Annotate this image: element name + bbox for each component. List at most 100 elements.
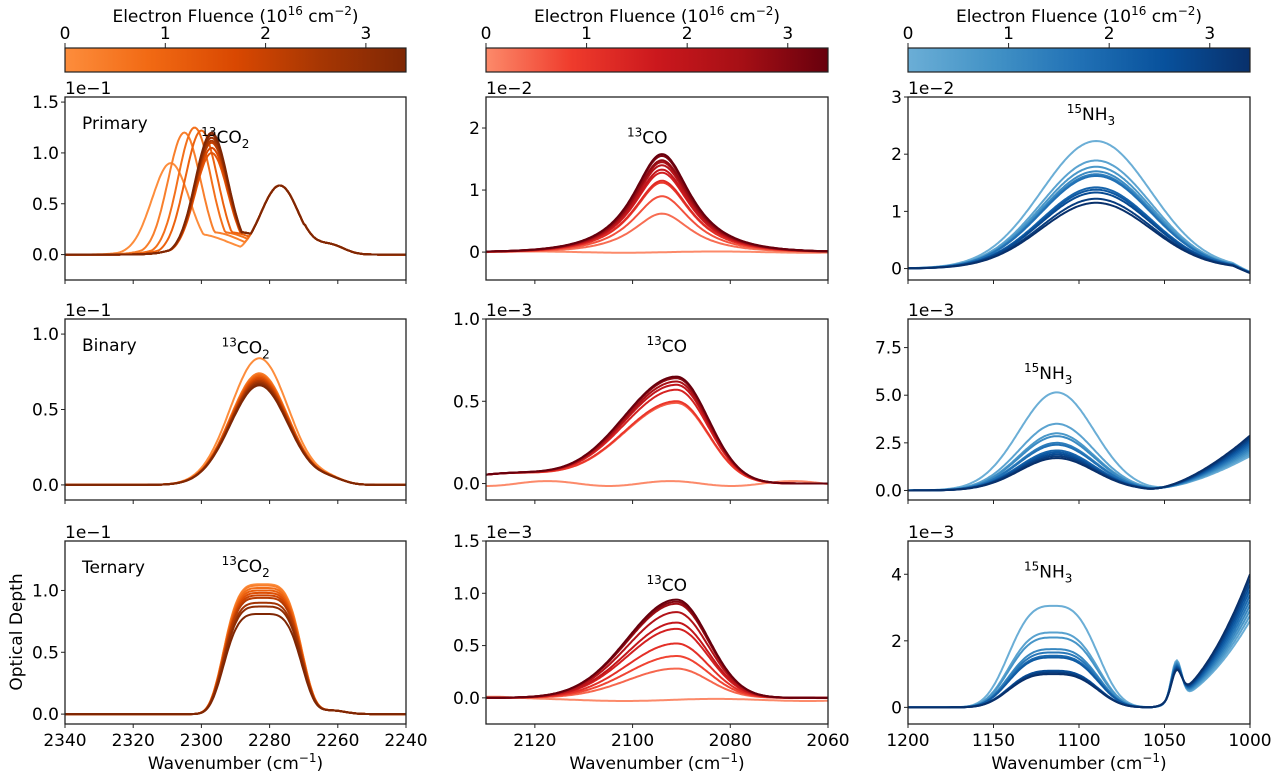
- axes-frame: [485, 96, 829, 281]
- series-line: [486, 388, 828, 485]
- series-line: [486, 375, 828, 485]
- y-tick-label: 2: [891, 632, 902, 652]
- x-tick-label: 2080: [709, 731, 752, 751]
- y-multiplier: 1e−3: [486, 301, 532, 321]
- series-line: [908, 579, 1250, 709]
- series-line: [486, 383, 828, 485]
- y-tick-label: 1.0: [453, 584, 480, 604]
- series-line: [486, 179, 828, 253]
- y-tick-label: 0.0: [32, 476, 59, 496]
- series-group: [486, 375, 828, 487]
- species-label: 13CO2: [222, 554, 270, 580]
- colorbar-tick-label: 0: [60, 24, 71, 44]
- y-tick-label: 0.0: [875, 481, 902, 501]
- series-line: [65, 584, 406, 716]
- colorbar-tick-label: 1: [581, 24, 592, 44]
- series-line: [65, 587, 406, 716]
- y-tick-label: 1.0: [32, 325, 59, 345]
- x-axis-label: Wavenumber (cm−1): [569, 751, 744, 774]
- colorbar-gradient: [485, 47, 829, 73]
- colorbar-tick-label: 0: [481, 24, 492, 44]
- species-label: 15NH3: [1024, 560, 1072, 586]
- colorbar-3: Electron Fluence (1016 cm−2) 0 1 2 3: [903, 4, 1251, 73]
- species-label: 13CO: [646, 334, 687, 357]
- y-tick-label: 1.5: [32, 93, 59, 113]
- series-line: [908, 191, 1250, 274]
- series-line: [65, 601, 406, 716]
- series-line: [65, 372, 406, 486]
- series-line: [486, 377, 828, 485]
- series-line: [65, 129, 406, 256]
- series-line: [486, 627, 828, 699]
- series-group: [908, 139, 1250, 274]
- y-tick-label: 0.5: [453, 392, 480, 412]
- series-line: [486, 380, 828, 485]
- series-line: [65, 591, 406, 716]
- y-tick-label: 0.5: [32, 643, 59, 663]
- y-tick-label: 0: [891, 698, 902, 718]
- y-tick-label: 1: [469, 181, 480, 201]
- series-line: [486, 164, 828, 253]
- panel-label: Binary: [82, 336, 137, 356]
- series-line: [65, 131, 406, 256]
- series-line: [486, 212, 828, 253]
- series-line: [486, 181, 828, 253]
- y-tick-label: 0: [469, 243, 480, 263]
- panel-binary-1: 0.0 0.5 1.0 1e−1 Binary 13CO2: [32, 301, 407, 504]
- series-line: [908, 443, 1250, 492]
- y-multiplier: 1e−3: [908, 523, 954, 543]
- y-tick-label: 5.0: [875, 386, 902, 406]
- series-line: [65, 384, 406, 486]
- colorbar-gradient: [907, 47, 1251, 73]
- colorbar-tick-label: 2: [260, 24, 271, 44]
- colorbar-tick-label: 0: [903, 24, 914, 44]
- series-line: [486, 161, 828, 253]
- series-line: [486, 655, 828, 699]
- series-group: [65, 126, 406, 256]
- y-multiplier: 1e−2: [486, 79, 532, 99]
- series-line: [908, 594, 1250, 709]
- colorbar-tick-label: 2: [682, 24, 693, 44]
- series-line: [486, 598, 828, 699]
- x-tick-label: 1000: [1228, 731, 1271, 751]
- series-line: [486, 667, 828, 699]
- axes-frame: [907, 540, 1251, 725]
- series-group: [908, 573, 1250, 709]
- series-line: [486, 611, 828, 699]
- y-tick-label: 0.5: [32, 195, 59, 215]
- y-tick-label: 0.0: [32, 246, 59, 266]
- panel-label: Primary: [82, 114, 148, 134]
- panel-ternary-2: 0.0 0.5 1.0 1.5 1e−3 2120 2100 2080 2060 Wavenumb…: [453, 523, 850, 774]
- x-tick-label: 2240: [384, 731, 427, 751]
- series-line: [908, 197, 1250, 274]
- colorbar-title: Electron Fluence (1016 cm−2): [534, 4, 780, 27]
- species-label: 15NH3: [1024, 361, 1072, 387]
- panel-primary-2: 0 1 2 1e−2 13CO: [469, 79, 829, 284]
- y-tick-label: 1: [891, 202, 902, 222]
- y-multiplier: 1e−3: [486, 523, 532, 543]
- series-line: [65, 381, 406, 486]
- y-tick-label: 0.5: [32, 401, 59, 421]
- y-tick-label: 0.0: [32, 705, 59, 725]
- x-tick-label: 2260: [316, 731, 359, 751]
- series-line: [486, 195, 828, 253]
- colorbar-tick-label: 1: [160, 24, 171, 44]
- axes-frame: [485, 540, 829, 725]
- colorbar-tick-label: 3: [782, 24, 793, 44]
- x-tick-label: 1150: [972, 731, 1015, 751]
- panel-primary-1: 0.0 0.5 1.0 1.5 1e−1 Primary 13CO2: [32, 79, 407, 284]
- series-group: [486, 153, 828, 254]
- panel-binary-2: 0.0 0.5 1.0 1e−3 13CO: [453, 301, 829, 504]
- series-line: [908, 186, 1250, 274]
- colorbar-title: Electron Fluence (1016 cm−2): [956, 4, 1202, 27]
- panel-primary-3: 0 1 2 3 1e−2 15NH3: [891, 79, 1251, 284]
- y-tick-label: 0.0: [453, 689, 480, 709]
- series-line: [65, 151, 406, 256]
- y-tick-label: 4: [891, 565, 902, 585]
- series-line: [65, 131, 406, 256]
- panel-ternary-3: 0 2 4 1e−3 1200 1150 1100 1050 1000 Wavenumber (c…: [886, 523, 1271, 774]
- series-line: [908, 440, 1250, 492]
- series-line: [65, 357, 406, 486]
- series-line: [908, 201, 1250, 274]
- series-line: [908, 139, 1250, 273]
